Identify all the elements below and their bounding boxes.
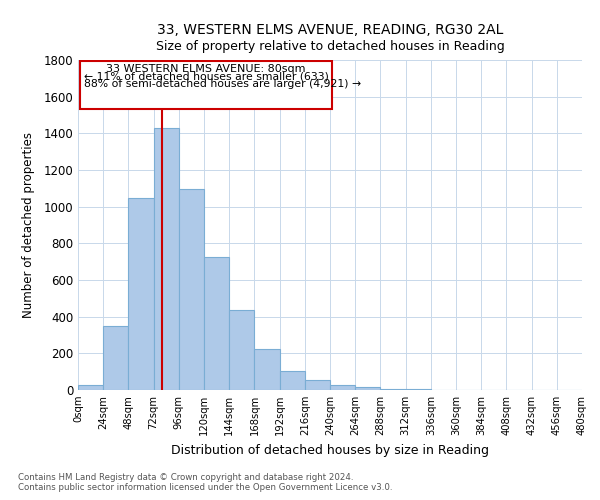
Text: Size of property relative to detached houses in Reading: Size of property relative to detached ho… bbox=[155, 40, 505, 53]
Bar bbox=[154, 128, 179, 390]
Text: ← 11% of detached houses are smaller (633): ← 11% of detached houses are smaller (63… bbox=[84, 72, 329, 82]
Y-axis label: Number of detached properties: Number of detached properties bbox=[22, 132, 35, 318]
Bar bbox=[179, 189, 204, 390]
Bar bbox=[330, 386, 355, 390]
Bar bbox=[305, 380, 330, 390]
Text: Contains HM Land Registry data © Crown copyright and database right 2024.: Contains HM Land Registry data © Crown c… bbox=[18, 474, 353, 482]
Bar bbox=[128, 198, 154, 390]
Text: 33 WESTERN ELMS AVENUE: 80sqm: 33 WESTERN ELMS AVENUE: 80sqm bbox=[106, 64, 306, 74]
X-axis label: Distribution of detached houses by size in Reading: Distribution of detached houses by size … bbox=[171, 444, 489, 456]
Bar bbox=[254, 349, 280, 390]
Bar bbox=[103, 326, 128, 390]
Text: 33, WESTERN ELMS AVENUE, READING, RG30 2AL: 33, WESTERN ELMS AVENUE, READING, RG30 2… bbox=[157, 22, 503, 36]
Text: 88% of semi-detached houses are larger (4,921) →: 88% of semi-detached houses are larger (… bbox=[84, 79, 361, 89]
Bar bbox=[204, 257, 229, 390]
Bar bbox=[380, 389, 406, 390]
Bar bbox=[80, 61, 332, 108]
Text: Contains public sector information licensed under the Open Government Licence v3: Contains public sector information licen… bbox=[18, 484, 392, 492]
Bar bbox=[355, 386, 380, 390]
Bar bbox=[229, 310, 254, 390]
Bar bbox=[78, 384, 103, 390]
Bar bbox=[280, 371, 305, 390]
